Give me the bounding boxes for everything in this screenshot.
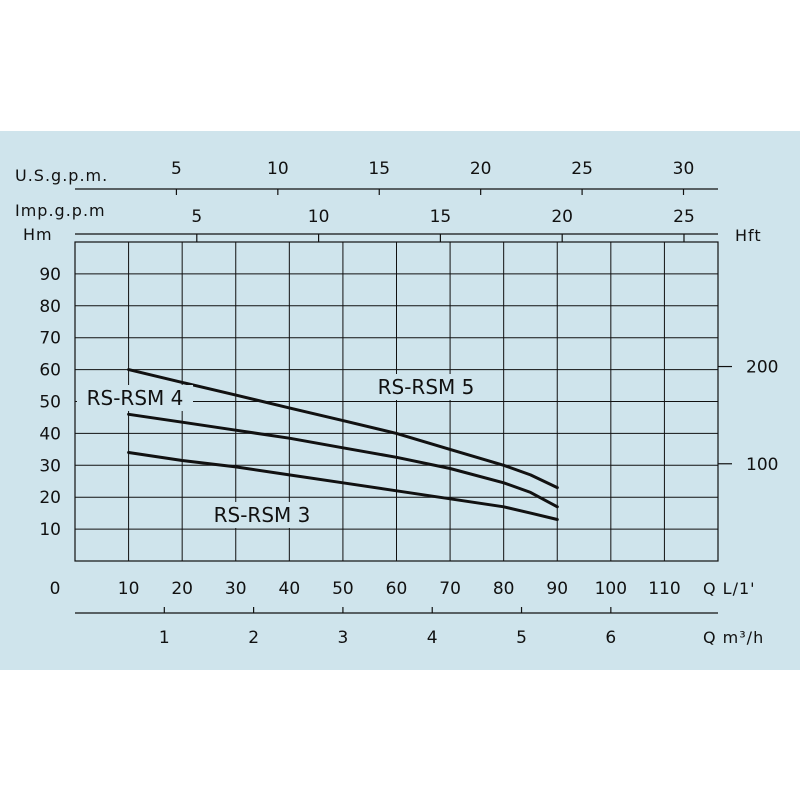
m3h-tick-label: 5: [516, 628, 527, 648]
y-right-tick-label: 200: [746, 358, 778, 378]
y-tick-label: 40: [39, 424, 61, 444]
x-tick-label: 50: [332, 579, 354, 599]
x-tick-label: 90: [546, 579, 568, 599]
chart-panel: 10 20 30 40 50 60 70 80 90 Hm 0 10 20 30 40 50 60 70 80 90 1…: [0, 131, 800, 670]
us-gpm-tick-label: 20: [470, 159, 492, 179]
x-tick-label: 40: [279, 579, 301, 599]
curve-label-background: [204, 502, 320, 528]
curve-label-background: [77, 385, 193, 411]
y-tick-label: 70: [39, 329, 61, 349]
x-tick-label: 100: [595, 579, 627, 599]
m3h-tick-label: 6: [605, 628, 616, 648]
x-tick-label: 20: [171, 579, 193, 599]
y-tick-label: 90: [39, 265, 61, 285]
y-tick-label: 30: [39, 456, 61, 476]
y-tick-label: 80: [39, 297, 61, 317]
x-tick-label: 80: [493, 579, 515, 599]
m3h-tick-label: 3: [338, 628, 349, 648]
imp-gpm-tick-label: 5: [191, 207, 202, 227]
us-gpm-tick-label: 30: [673, 159, 695, 179]
curve-label: RS-RSM 4: [87, 386, 184, 410]
imp-gpm-tick-label: 10: [308, 207, 330, 227]
curve-label: RS-RSM 5: [378, 375, 475, 399]
curve-label: RS-RSM 3: [214, 503, 311, 527]
y-tick-label: 50: [39, 393, 61, 413]
x-axis-label-bottom: Q L/1': [703, 579, 756, 598]
y-axis-label-right: Hft: [735, 226, 762, 245]
x-tick-label: 30: [225, 579, 247, 599]
x-tick-label: 60: [386, 579, 408, 599]
us-gpm-tick-label: 10: [267, 159, 289, 179]
imp-gpm-tick-label: 20: [551, 207, 573, 227]
m3h-tick-label: 1: [159, 628, 170, 648]
x-tick-label: 0: [50, 579, 61, 599]
pump-performance-chart: 10 20 30 40 50 60 70 80 90 Hm 0 10 20 30 40 50 60 70 80 90 1…: [15, 159, 778, 648]
us-gpm-tick-label: 15: [368, 159, 390, 179]
m3h-tick-label: 4: [427, 628, 438, 648]
curve-rs-rsm-4: [127, 412, 559, 509]
x-tick-label: 110: [648, 579, 680, 599]
imp-gpm-tick-label: 25: [673, 207, 695, 227]
imp-gpm-axis-label: Imp.g.p.m: [15, 201, 106, 220]
y-tick-label: 20: [39, 488, 61, 508]
us-gpm-tick-label: 25: [571, 159, 593, 179]
y-tick-label: 60: [39, 361, 61, 381]
y-right-tick-label: 100: [746, 455, 778, 475]
x-tick-label: 10: [118, 579, 140, 599]
m3h-axis-label: Q m³/h: [703, 628, 764, 647]
m3h-tick-label: 2: [248, 628, 259, 648]
y-axis-label-left: Hm: [23, 225, 53, 244]
us-gpm-tick-label: 5: [171, 159, 182, 179]
x-tick-label: 70: [439, 579, 461, 599]
curve-rs-rsm-3: [127, 451, 559, 521]
curve-label-background: [368, 374, 484, 400]
y-tick-label: 10: [39, 520, 61, 540]
us-gpm-axis-label: U.S.g.p.m.: [15, 166, 108, 185]
curve-rs-rsm-5: [127, 368, 559, 490]
imp-gpm-tick-label: 15: [430, 207, 452, 227]
